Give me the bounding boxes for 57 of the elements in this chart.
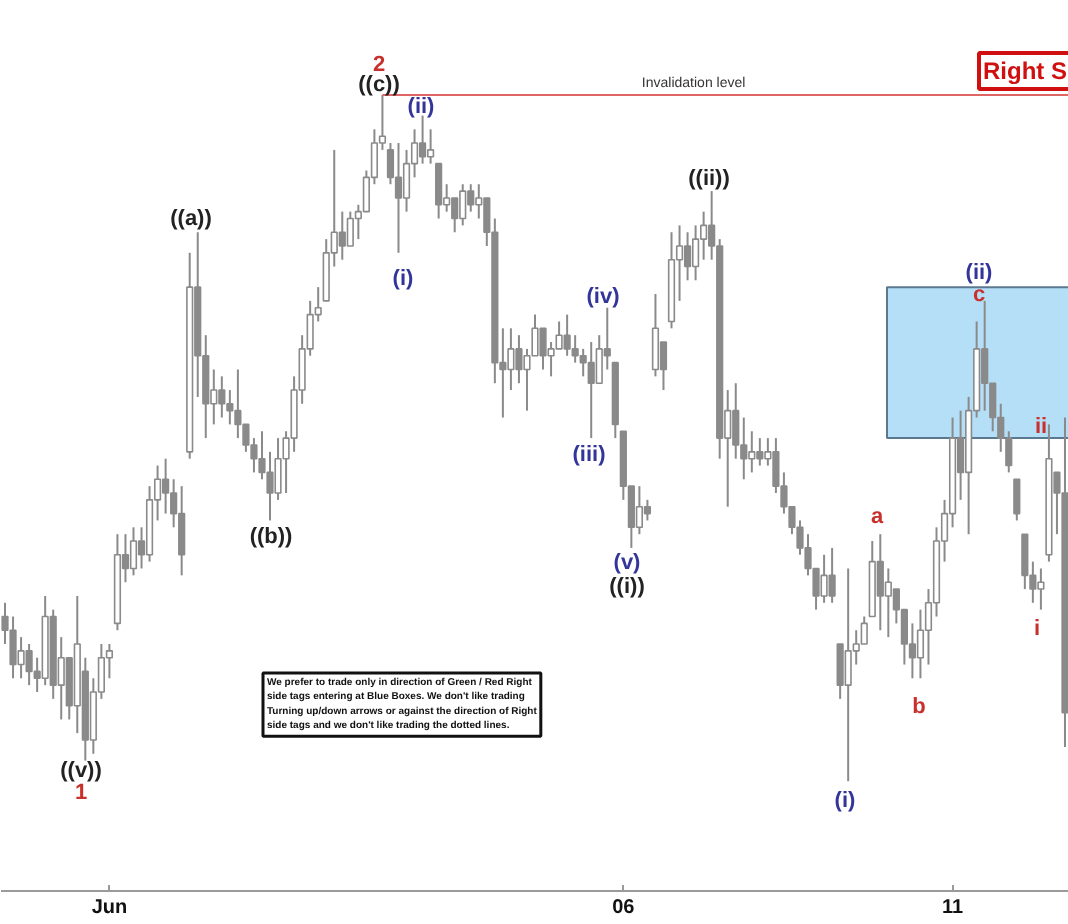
- annotation: (iii): [572, 443, 607, 467]
- candlestick: [844, 567, 852, 783]
- annotation: (i): [392, 267, 415, 291]
- candlestick: [651, 293, 660, 378]
- candlestick: [756, 437, 764, 467]
- annotation: i: [1033, 617, 1041, 641]
- candlestick: [1013, 478, 1021, 522]
- candlestick: [981, 299, 989, 412]
- candlestick: [402, 148, 411, 213]
- candlestick: [884, 567, 892, 639]
- annotation: ((c)): [358, 73, 401, 97]
- annotation: ((ii)): [688, 167, 731, 191]
- text: (i): [834, 789, 857, 813]
- candlestick: [587, 341, 595, 440]
- candlestick: [346, 210, 354, 247]
- annotation: (ii): [407, 95, 436, 119]
- annotation: ((v)): [60, 759, 103, 783]
- annotation: a: [870, 505, 885, 529]
- annotation: b: [912, 695, 927, 719]
- candlestick: [748, 430, 756, 474]
- candlestick: [820, 553, 828, 604]
- candlestick: [234, 368, 242, 440]
- annotation: ii: [1034, 415, 1048, 439]
- candlestick: [218, 375, 226, 419]
- annotation: (v): [613, 551, 642, 575]
- candlestick: [17, 636, 25, 680]
- x-tick-label: 11: [941, 897, 965, 919]
- candlestick: [178, 485, 186, 577]
- candlestick: [635, 485, 643, 536]
- candlestick: [860, 615, 868, 645]
- candlestick: [1021, 533, 1029, 591]
- annotation: 1: [74, 781, 88, 805]
- annotation: ((i)): [609, 575, 646, 599]
- candlestick: [418, 114, 427, 165]
- annotation: ((a)): [170, 207, 213, 231]
- candlestick: [467, 183, 475, 213]
- candlestick: [162, 457, 170, 515]
- candlestick: [459, 183, 467, 227]
- candlestick: [1037, 567, 1045, 611]
- candlestick: [25, 642, 33, 687]
- text: Right S: [983, 57, 1067, 85]
- text: 2: [372, 53, 386, 77]
- x-tick-label: 06: [612, 897, 636, 919]
- annotation: (iv): [586, 285, 621, 309]
- annotation: ((b)): [249, 525, 294, 549]
- x-tick-label: Jun: [91, 897, 128, 919]
- candlestick: [338, 210, 346, 261]
- candlestick: [876, 533, 884, 632]
- candlestick: [828, 546, 836, 604]
- annotation: c: [972, 283, 986, 307]
- candlestick: [563, 313, 571, 357]
- annotation: (ii): [965, 261, 994, 285]
- candlestick: [394, 142, 403, 254]
- candlestick: [643, 498, 652, 522]
- candlestick: [129, 526, 138, 577]
- candlestick: [691, 224, 700, 282]
- candlestick: [539, 327, 547, 371]
